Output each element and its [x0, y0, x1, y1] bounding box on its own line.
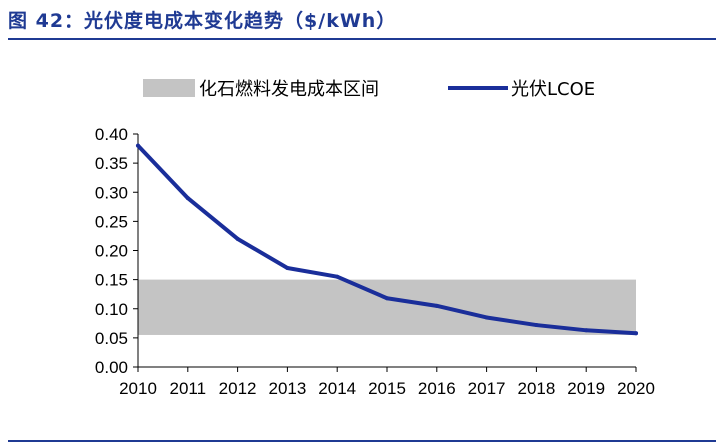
bottom-rule	[8, 440, 716, 442]
data-point	[335, 274, 340, 279]
y-tick-label: 0.15	[95, 271, 128, 290]
y-tick-label: 0.30	[95, 183, 128, 202]
data-point	[634, 331, 638, 336]
x-tick-label: 2011	[170, 379, 207, 398]
data-point	[385, 296, 389, 301]
legend: 化石燃料发电成本区间 光伏LCOE	[143, 79, 595, 100]
legend-line-label: 光伏LCOE	[511, 79, 595, 100]
data-point	[584, 328, 589, 333]
x-tick-label: 2018	[517, 379, 555, 398]
legend-band-label: 化石燃料发电成本区间	[199, 79, 379, 100]
data-point	[185, 196, 190, 201]
figure-title: 图 42：光伏度电成本变化趋势（$/kWh）	[8, 10, 397, 32]
x-tick-label: 2016	[418, 379, 456, 398]
x-tick-label: 2014	[318, 379, 356, 398]
x-tick-label: 2017	[468, 379, 506, 398]
x-tick-label: 2020	[617, 379, 655, 398]
data-point	[235, 236, 240, 241]
x-tick-label: 2019	[567, 379, 605, 398]
y-tick-label: 0.20	[95, 242, 128, 261]
y-tick-label: 0.40	[95, 125, 128, 144]
legend-band-swatch	[143, 79, 195, 97]
data-point	[484, 315, 489, 320]
x-tick-label: 2013	[268, 379, 306, 398]
plot-area: 0.00 0.05 0.10 0.15 0.20 0.25 0.30 0.35 0.40 2010…	[95, 125, 655, 398]
y-tick-label: 0.10	[95, 300, 128, 319]
top-rule	[8, 38, 716, 40]
x-tick-label: 2010	[119, 379, 157, 398]
x-tick-label: 2015	[368, 379, 406, 398]
data-point	[136, 143, 140, 148]
y-tick-label: 0.00	[95, 358, 128, 377]
data-point	[534, 323, 539, 328]
data-point	[285, 265, 290, 270]
y-tick-label: 0.25	[95, 212, 128, 231]
y-tick-label: 0.05	[95, 329, 128, 348]
y-tick-label: 0.35	[95, 154, 128, 173]
x-tick-label: 2012	[219, 379, 257, 398]
data-point	[434, 303, 439, 308]
